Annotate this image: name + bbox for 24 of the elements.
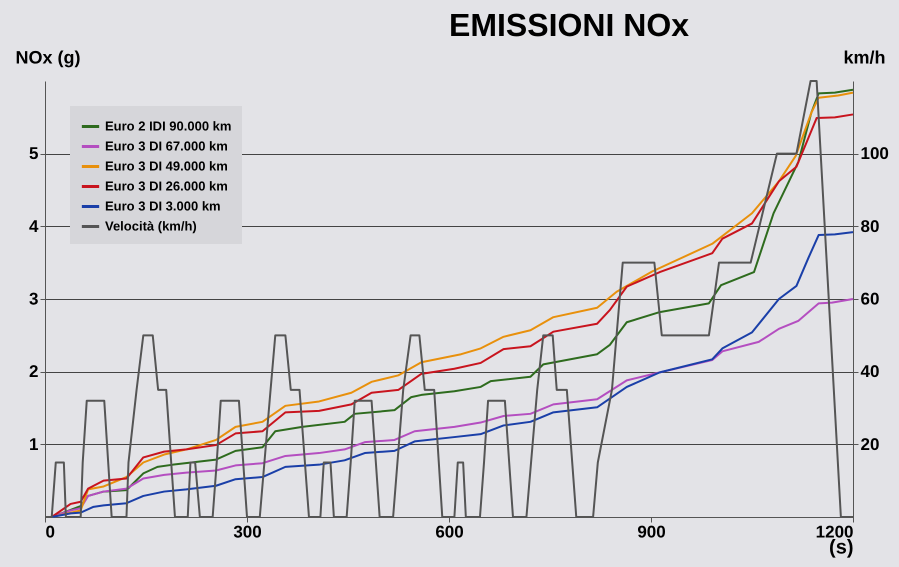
- y2-tick-label: 80: [860, 216, 880, 236]
- legend-label: Euro 2 IDI 90.000 km: [105, 118, 232, 134]
- x-tick-label: 0: [46, 522, 55, 542]
- y2-axis-title: km/h: [844, 48, 886, 68]
- y2-tick-label: 60: [860, 290, 880, 308]
- x-axis-title: (s): [829, 536, 854, 558]
- legend-label: Euro 3 DI 67.000 km: [105, 138, 228, 154]
- y-tick-label: 2: [29, 362, 38, 382]
- legend-label: Euro 3 DI 3.000 km: [105, 198, 221, 214]
- y-tick-label: 4: [29, 216, 40, 236]
- legend-label: Velocità (km/h): [105, 218, 197, 234]
- x-tick-label: 900: [637, 522, 666, 542]
- y2-tick-label: 20: [860, 434, 880, 454]
- y-tick-label: 1: [29, 434, 38, 454]
- y2-tick-label: 100: [860, 144, 889, 164]
- y-axis-title: NOx (g): [16, 48, 80, 68]
- x-tick-label: 600: [435, 522, 464, 542]
- x-tick-label: 300: [233, 522, 262, 542]
- y2-tick-label: 40: [860, 362, 880, 382]
- y-tick-label: 5: [29, 144, 38, 164]
- legend-label: Euro 3 DI 26.000 km: [105, 178, 228, 194]
- legend-label: Euro 3 DI 49.000 km: [105, 158, 228, 174]
- chart-title: EMISSIONI NOx: [448, 7, 690, 43]
- y-tick-label: 3: [29, 290, 38, 308]
